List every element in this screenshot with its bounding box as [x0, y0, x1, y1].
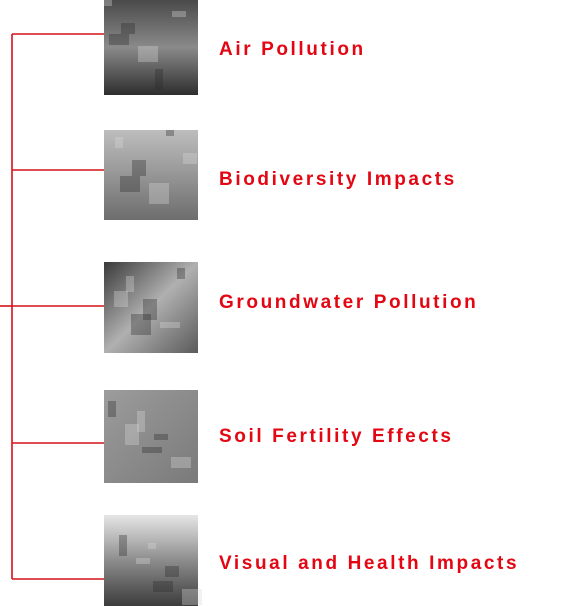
photo-texture: [171, 457, 191, 468]
photo-texture: [109, 34, 129, 45]
photo-texture: [119, 535, 127, 556]
item-label: Air Pollution: [219, 39, 366, 60]
photo-texture: [160, 322, 180, 328]
item: Air Pollution: [12, 0, 366, 95]
photo-texture: [182, 589, 202, 605]
photo-texture: [149, 183, 169, 204]
photo-texture: [154, 434, 168, 440]
photo-texture: [131, 314, 151, 335]
photo-texture: [165, 566, 179, 577]
photo-texture: [104, 0, 112, 6]
item: Soil Fertility Effects: [12, 390, 454, 483]
photo-texture: [142, 447, 162, 453]
item: Biodiversity Impacts: [12, 130, 457, 220]
photo-texture: [148, 543, 156, 549]
photo-texture: [126, 276, 134, 292]
item: Groundwater Pollution: [12, 262, 478, 353]
item-label: Biodiversity Impacts: [219, 169, 457, 190]
photo-texture: [177, 268, 185, 279]
page: {"items": [ {"label": "Air Pollution"}, …: [0, 0, 577, 606]
photo: [104, 0, 198, 95]
photo-texture: [114, 291, 128, 307]
item: Visual and Health Impacts: [12, 515, 519, 606]
photo-texture: [183, 153, 197, 164]
photo-texture: [132, 160, 146, 176]
photo-texture: [136, 558, 150, 564]
photo-texture: [155, 69, 163, 90]
bracket: [0, 34, 12, 579]
item-label: Visual and Health Impacts: [219, 553, 519, 574]
photo-texture: [172, 11, 186, 17]
photo-texture: [121, 23, 135, 34]
diagram: Air Pollution Biodiversity Impacts Groundw…: [0, 0, 577, 606]
photo: [104, 515, 202, 606]
photo-texture: [120, 176, 140, 192]
photo-texture: [125, 424, 139, 445]
item-label: Groundwater Pollution: [219, 292, 478, 313]
photo: [104, 262, 198, 353]
photo-bg: [104, 390, 198, 483]
photo: [104, 390, 198, 483]
item-list: Air Pollution Biodiversity Impacts Groundw…: [12, 0, 519, 606]
photo-texture: [115, 137, 123, 148]
photo-texture: [138, 46, 158, 62]
photo-texture: [153, 581, 173, 592]
item-label: Soil Fertility Effects: [219, 426, 454, 447]
photo-texture: [108, 401, 116, 417]
photo-texture: [166, 130, 174, 136]
photo: [104, 130, 198, 220]
